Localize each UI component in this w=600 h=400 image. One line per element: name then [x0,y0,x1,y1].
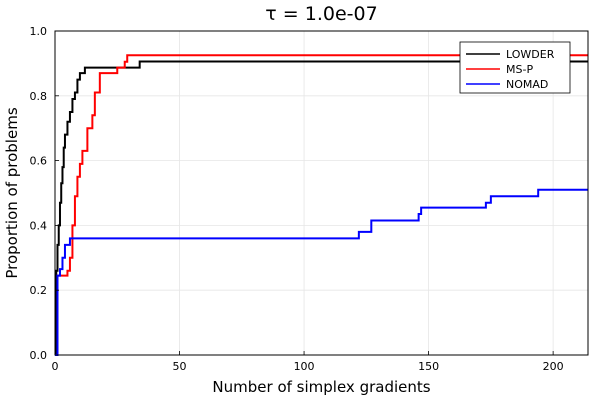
y-tick-label: 0.6 [30,155,48,168]
y-tick-label: 1.0 [30,25,48,38]
ticks: 0 50 100 150 200 0.0 0.2 0.4 0.6 0.8 1.0 [30,25,564,373]
x-tick-label: 100 [294,360,315,373]
series-lines [55,54,588,356]
y-tick-label: 0.0 [30,349,48,362]
x-tick-label: 50 [173,360,187,373]
plot-frame [54,30,589,356]
y-tick-label: 0.4 [30,219,48,232]
x-tick-label: 0 [52,360,59,373]
y-axis-label: Proportion of problems [3,107,21,278]
legend-label: NOMAD [506,78,548,91]
y-tick-label: 0.8 [30,90,48,103]
chart-title: τ = 1.0e-07 [265,3,377,25]
x-axis-label: Number of simplex gradients [212,378,430,396]
y-tick-label: 0.2 [30,284,48,297]
legend-label: MS-P [506,63,533,76]
series-line-lowder [55,60,588,356]
legend-label: LOWDER [506,48,555,61]
x-tick-label: 200 [543,360,564,373]
x-tick-label: 150 [418,360,439,373]
series-line-nomad [55,188,588,356]
legend: LOWDER MS-P NOMAD [459,41,571,94]
series-line-ms-p [55,54,588,356]
